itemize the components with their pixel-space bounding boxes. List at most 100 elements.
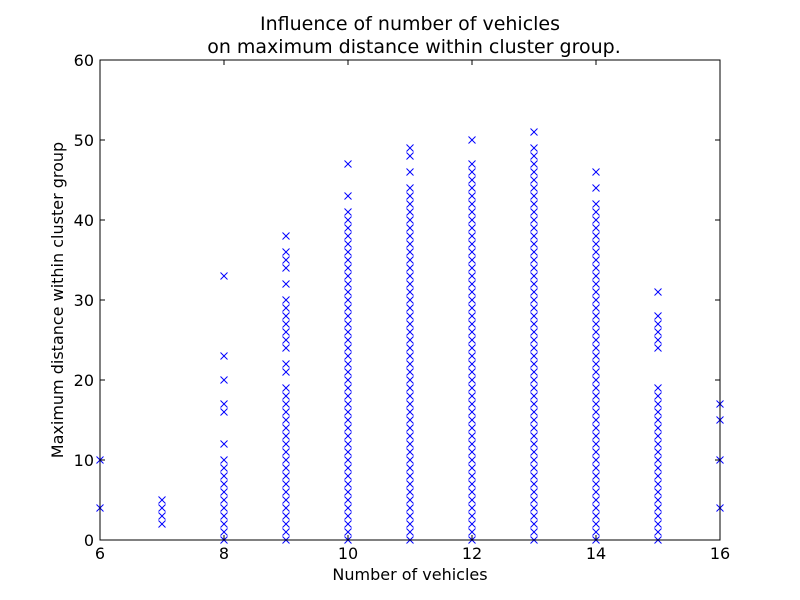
data-point — [406, 376, 414, 384]
data-point — [344, 288, 352, 296]
data-point — [468, 216, 476, 224]
data-point — [592, 376, 600, 384]
data-point — [654, 328, 662, 336]
data-point — [592, 432, 600, 440]
data-point — [468, 288, 476, 296]
data-point — [592, 200, 600, 208]
data-point — [406, 208, 414, 216]
data-point — [220, 528, 228, 536]
data-point — [406, 424, 414, 432]
data-point — [592, 304, 600, 312]
data-point — [344, 368, 352, 376]
data-point — [344, 336, 352, 344]
data-point — [344, 424, 352, 432]
data-point — [468, 496, 476, 504]
data-point — [530, 368, 538, 376]
data-point — [530, 416, 538, 424]
data-point — [530, 528, 538, 536]
data-point — [468, 416, 476, 424]
data-point — [654, 504, 662, 512]
data-point — [530, 360, 538, 368]
data-point — [468, 248, 476, 256]
data-point — [530, 392, 538, 400]
data-point — [468, 520, 476, 528]
data-point — [344, 408, 352, 416]
data-point — [282, 504, 290, 512]
data-point — [344, 328, 352, 336]
data-point — [282, 336, 290, 344]
data-point — [592, 520, 600, 528]
data-point — [530, 152, 538, 160]
data-point — [282, 488, 290, 496]
data-point — [468, 320, 476, 328]
data-point — [592, 512, 600, 520]
data-point — [406, 480, 414, 488]
data-point — [344, 496, 352, 504]
data-point — [530, 520, 538, 528]
data-point — [592, 232, 600, 240]
data-point — [344, 256, 352, 264]
data-point — [344, 352, 352, 360]
data-point — [530, 176, 538, 184]
data-point — [592, 248, 600, 256]
y-axis-ticks: 0 10 20 30 40 50 60 — [74, 51, 720, 550]
data-point — [468, 464, 476, 472]
data-point — [158, 504, 166, 512]
data-point — [530, 128, 538, 136]
data-point — [406, 528, 414, 536]
data-point — [344, 224, 352, 232]
data-point — [406, 256, 414, 264]
data-point — [282, 424, 290, 432]
data-point — [530, 448, 538, 456]
data-point — [406, 216, 414, 224]
data-point — [468, 376, 476, 384]
data-point — [530, 432, 538, 440]
data-point — [592, 416, 600, 424]
data-point — [158, 512, 166, 520]
data-point — [530, 288, 538, 296]
data-point — [344, 344, 352, 352]
data-point — [530, 280, 538, 288]
data-point — [406, 392, 414, 400]
data-point — [468, 400, 476, 408]
data-point — [530, 352, 538, 360]
data-point — [530, 264, 538, 272]
data-point — [530, 496, 538, 504]
data-point — [592, 328, 600, 336]
data-point — [468, 432, 476, 440]
data-point — [530, 424, 538, 432]
data-point — [406, 384, 414, 392]
data-point — [344, 312, 352, 320]
data-point — [220, 408, 228, 416]
data-point — [406, 224, 414, 232]
data-point — [406, 192, 414, 200]
data-point — [282, 296, 290, 304]
x-tick-label: 8 — [219, 544, 229, 563]
data-point — [592, 472, 600, 480]
data-point — [654, 392, 662, 400]
data-point — [530, 504, 538, 512]
scatter-points — [96, 128, 724, 544]
x-tick-label: 10 — [338, 544, 358, 563]
data-point — [468, 272, 476, 280]
x-tick-label: 14 — [586, 544, 606, 563]
data-point — [468, 448, 476, 456]
data-point — [282, 344, 290, 352]
data-point — [468, 160, 476, 168]
data-point — [468, 224, 476, 232]
data-point — [468, 480, 476, 488]
data-point — [654, 464, 662, 472]
data-point — [654, 344, 662, 352]
data-point — [592, 336, 600, 344]
data-point — [282, 248, 290, 256]
data-point — [592, 224, 600, 232]
data-point — [406, 248, 414, 256]
data-point — [220, 488, 228, 496]
data-point — [344, 280, 352, 288]
data-point — [406, 512, 414, 520]
data-point — [282, 480, 290, 488]
data-point — [592, 184, 600, 192]
data-point — [282, 256, 290, 264]
data-point — [654, 440, 662, 448]
data-point — [344, 512, 352, 520]
